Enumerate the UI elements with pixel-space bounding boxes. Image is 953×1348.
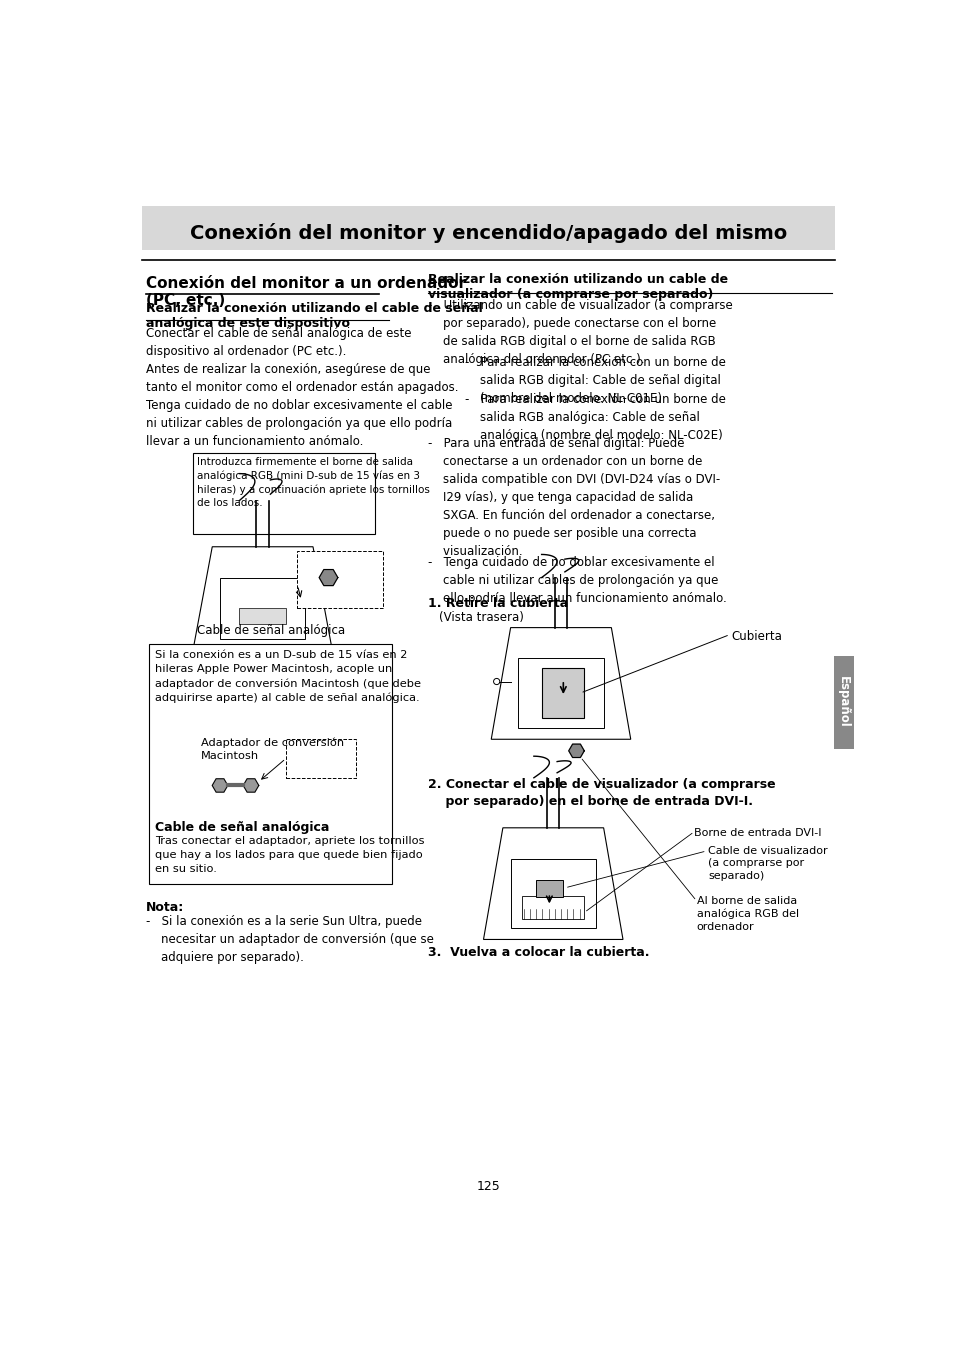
Text: 1. Retire la cubierta: 1. Retire la cubierta (427, 597, 567, 609)
Text: Borne de entrada DVI-I: Borne de entrada DVI-I (694, 828, 821, 838)
Polygon shape (243, 779, 258, 793)
Text: Cubierta: Cubierta (731, 630, 781, 643)
Text: Nota:: Nota: (146, 900, 185, 914)
FancyBboxPatch shape (297, 550, 382, 608)
Text: Cable de visualizador
(a comprarse por
separado): Cable de visualizador (a comprarse por s… (707, 845, 827, 882)
Text: Introduzca firmemente el borne de salida
analógica RGB (mini D-sub de 15 vías en: Introduzca firmemente el borne de salida… (196, 457, 429, 508)
FancyBboxPatch shape (149, 644, 392, 884)
FancyBboxPatch shape (239, 608, 286, 624)
Polygon shape (483, 828, 622, 940)
Text: 3.  Vuelva a colocar la cubierta.: 3. Vuelva a colocar la cubierta. (427, 945, 649, 958)
Text: -   Tenga cuidado de no doblar excesivamente el
    cable ni utilizar cables de : - Tenga cuidado de no doblar excesivamen… (427, 555, 725, 605)
Polygon shape (193, 547, 332, 651)
FancyBboxPatch shape (193, 453, 375, 534)
Polygon shape (491, 628, 630, 739)
FancyBboxPatch shape (521, 895, 583, 919)
FancyBboxPatch shape (286, 739, 355, 778)
Text: 2. Conectar el cable de visualizador (a comprarse
    por separado) en el borne : 2. Conectar el cable de visualizador (a … (427, 778, 775, 807)
Text: 125: 125 (476, 1180, 500, 1193)
FancyBboxPatch shape (142, 206, 835, 251)
Text: Cable de señal analógica: Cable de señal analógica (154, 821, 329, 834)
FancyBboxPatch shape (517, 658, 603, 728)
Text: Español: Español (837, 677, 849, 728)
Text: Conectar el cable de señal analógica de este
dispositivo al ordenador (PC etc.).: Conectar el cable de señal analógica de … (146, 326, 458, 448)
FancyBboxPatch shape (833, 656, 853, 748)
Text: -   Para realizar la conexión con un borne de
            salida RGB analógica: : - Para realizar la conexión con un borne… (435, 392, 725, 442)
Text: (Vista trasera): (Vista trasera) (439, 611, 523, 624)
Text: Cable de señal analógica: Cable de señal analógica (196, 624, 345, 636)
Text: Conexión del monitor y encendido/apagado del mismo: Conexión del monitor y encendido/apagado… (190, 222, 787, 243)
Text: Tras conectar el adaptador, apriete los tornillos
que hay a los lados para que q: Tras conectar el adaptador, apriete los … (154, 836, 424, 875)
FancyBboxPatch shape (220, 577, 305, 639)
Text: -   Para una entrada de señal digital: Puede
    conectarse a un ordenador con u: - Para una entrada de señal digital: Pue… (427, 437, 720, 558)
Text: Al borne de salida
analógica RGB del
ordenador: Al borne de salida analógica RGB del ord… (696, 895, 798, 931)
Text: Si la conexión es a un D-sub de 15 vías en 2
hileras Apple Power Macintosh, acop: Si la conexión es a un D-sub de 15 vías … (154, 650, 420, 704)
Text: -   Utilizando un cable de visualizador (a comprarse
    por separado), puede co: - Utilizando un cable de visualizador (a… (427, 299, 732, 365)
FancyBboxPatch shape (536, 880, 562, 898)
Text: -   Para realizar la conexión con un borne de
            salida RGB digital: Ca: - Para realizar la conexión con un borne… (435, 356, 725, 404)
Text: Conexión del monitor a un ordenador
(PC, etc.): Conexión del monitor a un ordenador (PC,… (146, 276, 466, 309)
Text: Realizar la conexión utilizando el cable de señal
analógica de este dispositivo: Realizar la conexión utilizando el cable… (146, 302, 482, 330)
FancyBboxPatch shape (541, 669, 583, 718)
FancyBboxPatch shape (510, 859, 596, 927)
Polygon shape (319, 570, 337, 585)
Text: Realizar la conexión utilizando un cable de
visualizador (a comprarse por separa: Realizar la conexión utilizando un cable… (427, 274, 727, 302)
Text: Adaptador de conversión
Macintosh: Adaptador de conversión Macintosh (200, 737, 343, 760)
Polygon shape (568, 744, 583, 758)
Polygon shape (212, 779, 228, 793)
Text: -   Si la conexión es a la serie Sun Ultra, puede
    necesitar un adaptador de : - Si la conexión es a la serie Sun Ultra… (146, 915, 434, 964)
